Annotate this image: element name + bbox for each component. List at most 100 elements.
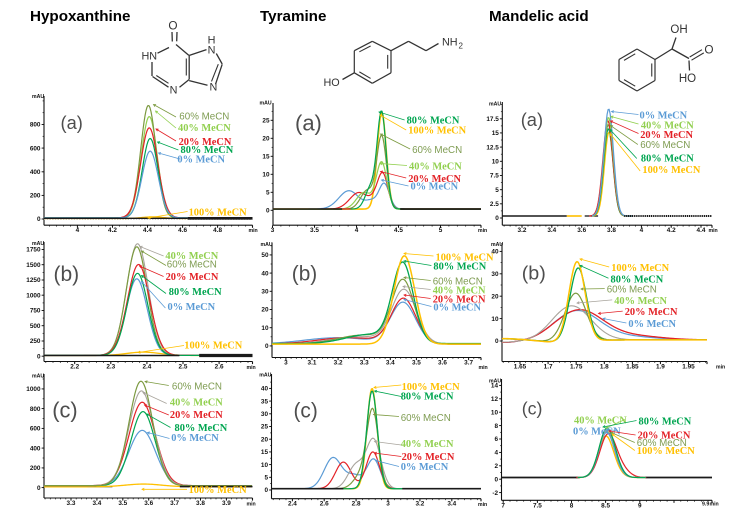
svg-text:12.5: 12.5 bbox=[486, 144, 499, 151]
svg-text:100% MeCN: 100% MeCN bbox=[637, 446, 695, 457]
svg-text:5: 5 bbox=[264, 475, 268, 482]
svg-text:80% MeCN: 80% MeCN bbox=[641, 153, 694, 164]
svg-text:(a): (a) bbox=[295, 110, 322, 135]
svg-text:4: 4 bbox=[76, 227, 80, 234]
svg-text:4: 4 bbox=[355, 227, 359, 234]
svg-text:7: 7 bbox=[501, 502, 505, 509]
svg-text:1.75: 1.75 bbox=[570, 364, 583, 371]
svg-text:H: H bbox=[208, 35, 216, 47]
svg-text:5: 5 bbox=[495, 187, 499, 194]
svg-text:9.9: 9.9 bbox=[702, 502, 709, 508]
svg-text:1750: 1750 bbox=[26, 247, 41, 254]
svg-text:N: N bbox=[170, 85, 178, 97]
svg-text:0: 0 bbox=[495, 215, 499, 222]
svg-text:1000: 1000 bbox=[26, 292, 41, 299]
svg-text:min: min bbox=[709, 228, 718, 234]
svg-text:OH: OH bbox=[670, 24, 687, 36]
svg-text:3.7: 3.7 bbox=[464, 360, 473, 367]
svg-text:800: 800 bbox=[30, 406, 41, 413]
svg-text:(b): (b) bbox=[522, 262, 546, 284]
svg-text:2: 2 bbox=[459, 42, 464, 51]
svg-text:60% MeCN: 60% MeCN bbox=[179, 112, 229, 123]
svg-text:(c): (c) bbox=[294, 399, 318, 422]
svg-text:N: N bbox=[209, 82, 217, 94]
svg-text:mAU: mAU bbox=[32, 94, 44, 100]
svg-text:4.8: 4.8 bbox=[213, 227, 222, 234]
svg-text:3.2: 3.2 bbox=[518, 227, 527, 234]
svg-text:3.2: 3.2 bbox=[334, 360, 343, 367]
svg-text:mAU: mAU bbox=[261, 242, 273, 248]
svg-text:3.8: 3.8 bbox=[196, 500, 205, 507]
svg-text:12: 12 bbox=[491, 396, 499, 403]
svg-text:2.6: 2.6 bbox=[215, 364, 224, 371]
svg-text:2: 2 bbox=[494, 463, 498, 470]
svg-text:O: O bbox=[168, 19, 177, 33]
svg-text:min: min bbox=[478, 502, 487, 508]
svg-text:200: 200 bbox=[30, 465, 41, 472]
svg-text:2.3: 2.3 bbox=[106, 364, 115, 371]
svg-text:3.6: 3.6 bbox=[577, 227, 586, 234]
svg-text:15: 15 bbox=[492, 130, 500, 137]
svg-text:5: 5 bbox=[439, 227, 443, 234]
svg-text:30: 30 bbox=[261, 411, 269, 418]
svg-text:1250: 1250 bbox=[26, 277, 41, 284]
svg-text:60% MeCN: 60% MeCN bbox=[433, 277, 483, 288]
svg-text:0: 0 bbox=[37, 353, 41, 360]
svg-text:100% MeCN: 100% MeCN bbox=[184, 341, 242, 352]
svg-text:20: 20 bbox=[261, 307, 269, 314]
svg-text:100% MeCN: 100% MeCN bbox=[189, 485, 247, 496]
svg-text:100% MeCN: 100% MeCN bbox=[642, 165, 700, 176]
svg-text:3.5: 3.5 bbox=[118, 500, 127, 507]
svg-text:3.7: 3.7 bbox=[170, 500, 179, 507]
svg-text:0% MeCN: 0% MeCN bbox=[573, 427, 621, 438]
svg-text:20: 20 bbox=[491, 293, 499, 300]
svg-text:20% MeCN: 20% MeCN bbox=[179, 137, 232, 148]
svg-text:60% MeCN: 60% MeCN bbox=[401, 413, 451, 424]
svg-text:400: 400 bbox=[30, 169, 41, 176]
svg-text:17.5: 17.5 bbox=[486, 116, 499, 123]
svg-text:min: min bbox=[249, 228, 258, 234]
svg-text:mAU: mAU bbox=[491, 242, 503, 248]
svg-text:25: 25 bbox=[262, 118, 270, 125]
svg-text:0% MeCN: 0% MeCN bbox=[640, 110, 688, 121]
svg-text:HN: HN bbox=[141, 51, 157, 63]
svg-text:1.8: 1.8 bbox=[600, 364, 609, 371]
svg-text:min: min bbox=[478, 228, 487, 234]
svg-text:4.2: 4.2 bbox=[667, 227, 676, 234]
svg-text:80% MeCN: 80% MeCN bbox=[181, 145, 234, 156]
svg-text:0% MeCN: 0% MeCN bbox=[628, 319, 676, 330]
svg-text:(b): (b) bbox=[292, 263, 317, 286]
svg-text:0% MeCN: 0% MeCN bbox=[401, 462, 449, 473]
svg-text:35: 35 bbox=[261, 398, 269, 405]
svg-text:0: 0 bbox=[37, 485, 41, 492]
svg-text:2.4: 2.4 bbox=[288, 501, 297, 508]
svg-text:3.3: 3.3 bbox=[67, 500, 76, 507]
svg-text:N: N bbox=[208, 45, 216, 57]
svg-text:1500: 1500 bbox=[26, 262, 41, 269]
svg-text:Hypoxanthine: Hypoxanthine bbox=[30, 8, 130, 25]
svg-text:3.1: 3.1 bbox=[308, 360, 317, 367]
svg-text:3.4: 3.4 bbox=[547, 227, 556, 234]
svg-text:10: 10 bbox=[261, 462, 269, 469]
svg-text:3.4: 3.4 bbox=[386, 360, 395, 367]
svg-text:20% MeCN: 20% MeCN bbox=[170, 410, 223, 421]
svg-text:2.8: 2.8 bbox=[352, 501, 361, 508]
svg-text:7.5: 7.5 bbox=[490, 173, 499, 180]
svg-text:4.6: 4.6 bbox=[178, 227, 187, 234]
svg-text:mAU: mAU bbox=[489, 102, 501, 108]
svg-text:40: 40 bbox=[261, 386, 269, 393]
svg-text:750: 750 bbox=[30, 308, 41, 315]
svg-text:2.5: 2.5 bbox=[179, 364, 188, 371]
svg-text:3.3: 3.3 bbox=[360, 360, 369, 367]
svg-text:10: 10 bbox=[492, 159, 500, 166]
svg-text:60% MeCN: 60% MeCN bbox=[607, 285, 657, 296]
svg-text:0: 0 bbox=[266, 208, 270, 215]
svg-text:30: 30 bbox=[261, 289, 269, 296]
svg-text:400: 400 bbox=[30, 445, 41, 452]
svg-text:3: 3 bbox=[271, 227, 275, 234]
svg-text:30: 30 bbox=[491, 271, 499, 278]
svg-text:(a): (a) bbox=[521, 109, 543, 130]
svg-text:4: 4 bbox=[640, 227, 644, 234]
svg-text:15: 15 bbox=[261, 449, 269, 456]
svg-text:0% MeCN: 0% MeCN bbox=[168, 302, 216, 313]
